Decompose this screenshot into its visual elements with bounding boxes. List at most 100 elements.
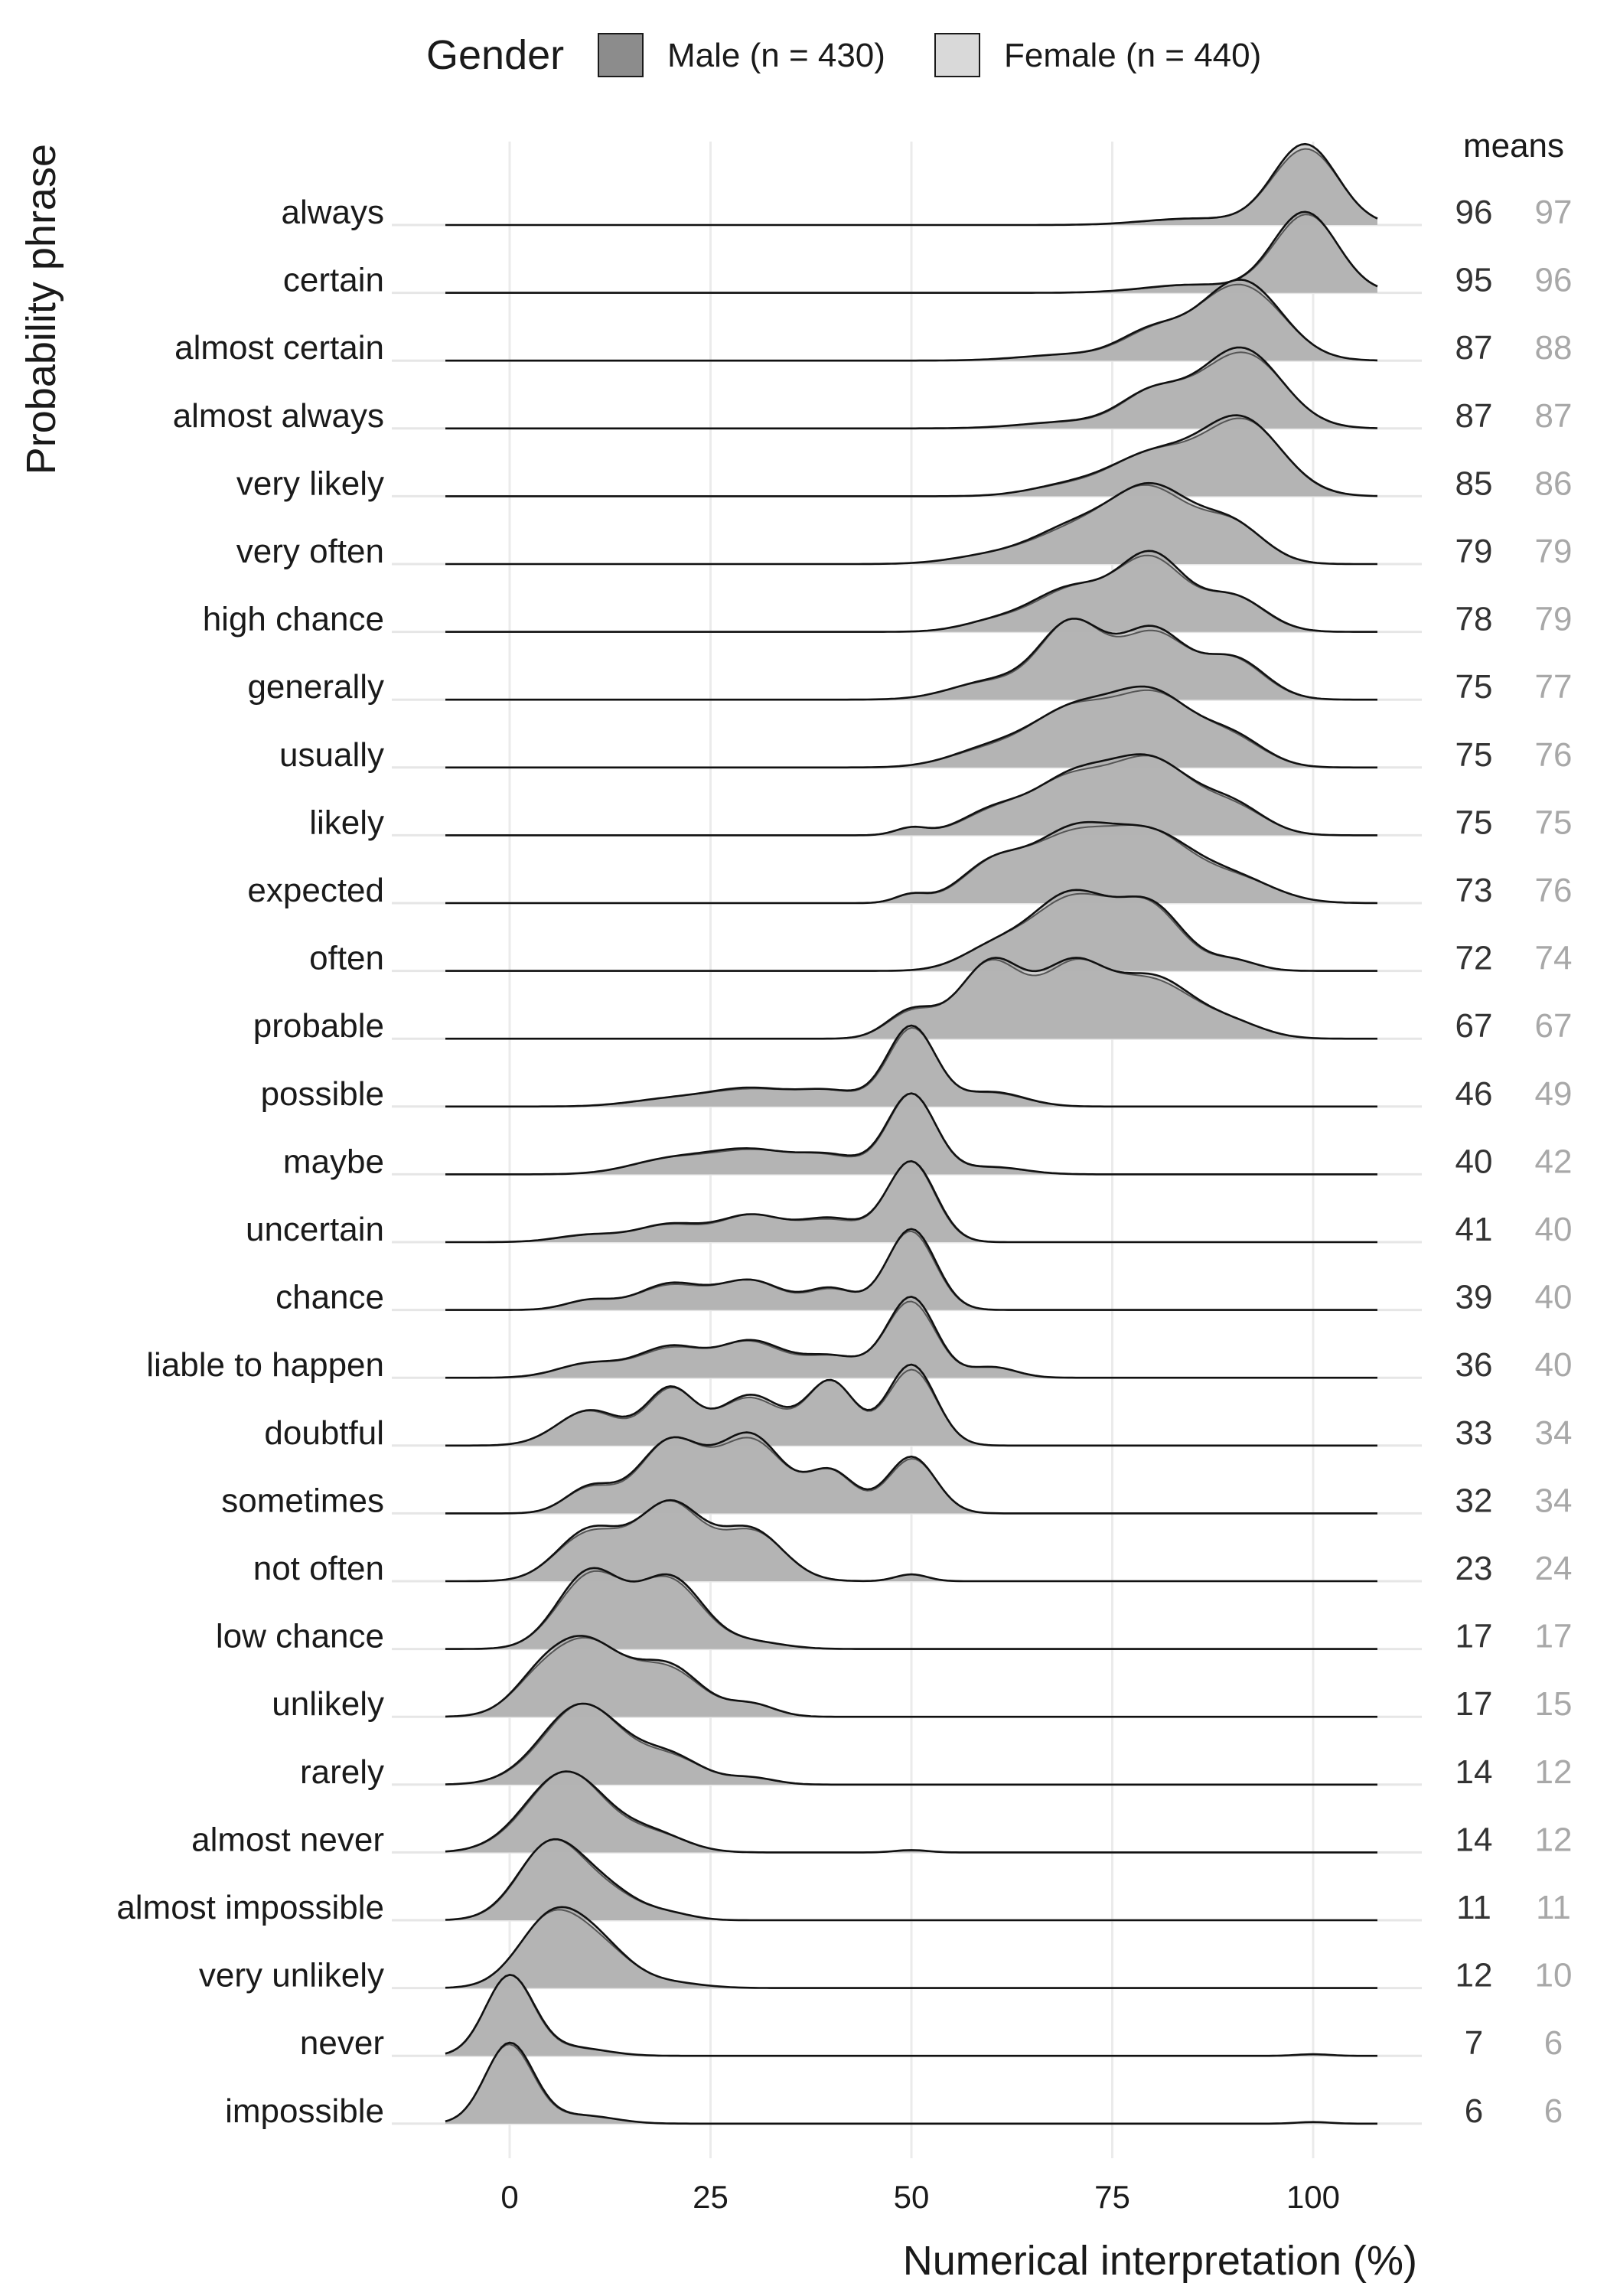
mean-male: 72 xyxy=(1455,940,1493,977)
mean-male: 11 xyxy=(1456,1889,1491,1926)
ridge-usually xyxy=(445,685,1377,769)
ridge-line-male xyxy=(445,1838,1377,1922)
phrase-label: usually xyxy=(279,736,384,774)
ridge-area-male xyxy=(445,1365,1377,1446)
ridge-line-male xyxy=(445,1092,1377,1176)
ridge-almost-impossible xyxy=(445,1838,1377,1922)
mean-male: 79 xyxy=(1455,533,1493,570)
ridge-always xyxy=(445,142,1378,227)
phrase-label: not often xyxy=(253,1550,384,1587)
mean-male: 75 xyxy=(1455,668,1493,706)
ridge-line-male xyxy=(445,1024,1377,1108)
mean-male: 36 xyxy=(1455,1346,1493,1384)
ridge-line-male xyxy=(445,481,1377,566)
x-tick-label: 50 xyxy=(894,2179,930,2215)
mean-female: 49 xyxy=(1535,1075,1573,1113)
mean-male: 40 xyxy=(1455,1143,1493,1180)
mean-male: 6 xyxy=(1465,2092,1483,2130)
x-tick-label: 0 xyxy=(500,2179,518,2215)
ridge-line-male xyxy=(445,1159,1377,1244)
mean-female: 12 xyxy=(1535,1753,1573,1791)
mean-male: 33 xyxy=(1455,1414,1493,1452)
ridge-line-male xyxy=(445,1499,1377,1583)
ridge-line-male xyxy=(445,1296,1377,1379)
mean-female: 79 xyxy=(1535,533,1573,570)
mean-female: 12 xyxy=(1535,1821,1573,1858)
mean-female: 76 xyxy=(1535,736,1573,774)
ridge-line-male xyxy=(445,414,1378,497)
ridge-unlikely xyxy=(445,1635,1377,1718)
mean-male: 7 xyxy=(1465,2024,1483,2062)
ridge-area-male xyxy=(445,1906,1377,1988)
phrase-label: impossible xyxy=(225,2092,384,2130)
mean-female: 79 xyxy=(1535,601,1573,638)
mean-female: 86 xyxy=(1535,465,1573,502)
mean-male: 73 xyxy=(1455,872,1493,909)
ridge-area-male xyxy=(445,1704,1377,1785)
ridge-line-male xyxy=(445,1363,1377,1447)
mean-male: 78 xyxy=(1455,601,1493,638)
ridge-area-male xyxy=(445,1093,1377,1175)
ridge-certain xyxy=(445,210,1378,294)
legend: Gender Male (n = 430) Female (n = 440) xyxy=(426,32,1261,78)
mean-male: 87 xyxy=(1455,397,1493,435)
y-axis-title: Probability phrase xyxy=(18,144,64,475)
mean-female: 87 xyxy=(1535,397,1573,435)
mean-male: 17 xyxy=(1455,1685,1493,1723)
ridge-area-male xyxy=(445,483,1377,564)
ridge-area-male xyxy=(445,1432,1377,1514)
ridge-area-male xyxy=(445,822,1377,903)
phrase-label: uncertain xyxy=(246,1211,384,1248)
ridge-line-male xyxy=(445,1431,1377,1515)
mean-male: 75 xyxy=(1455,804,1493,841)
ridge-line-male xyxy=(445,279,1378,362)
ridge-line-male xyxy=(445,1974,1377,2057)
ridge-area-male xyxy=(445,754,1377,836)
mean-male: 87 xyxy=(1455,329,1493,367)
ridge-expected xyxy=(445,820,1378,905)
ridge-almost-never xyxy=(445,1770,1377,1854)
legend-swatch-male xyxy=(598,33,644,77)
phrase-label: unlikely xyxy=(272,1685,384,1723)
mean-male: 75 xyxy=(1455,736,1493,774)
mean-male: 67 xyxy=(1455,1007,1493,1045)
mean-male: 12 xyxy=(1455,1957,1493,1994)
ridge-area-male xyxy=(445,1636,1377,1717)
ridge-area-male xyxy=(445,1771,1377,1853)
mean-female: 34 xyxy=(1535,1414,1573,1452)
mean-female: 74 xyxy=(1535,940,1573,977)
ridge-likely xyxy=(445,753,1377,837)
x-tick-label: 75 xyxy=(1094,2179,1130,2215)
ridge-line-male xyxy=(445,1702,1377,1786)
phrase-label: very unlikely xyxy=(199,1957,384,1994)
ridge-area-male xyxy=(445,1026,1377,1107)
ridge-line-male xyxy=(445,1567,1377,1650)
phrase-label: high chance xyxy=(203,601,384,638)
mean-female: 6 xyxy=(1544,2092,1563,2130)
phrase-label: almost always xyxy=(173,397,384,435)
ridge-area-male xyxy=(445,550,1377,632)
ridge-line-male xyxy=(445,889,1377,972)
ridge-line-male xyxy=(445,957,1377,1040)
ridge-area-male xyxy=(445,957,1377,1039)
ridge-line-male xyxy=(445,1906,1377,1989)
legend-title: Gender xyxy=(426,32,564,78)
ridge-not-often xyxy=(445,1499,1377,1583)
mean-female: 17 xyxy=(1535,1618,1573,1655)
means-header: means xyxy=(1463,127,1564,165)
legend-label-male: Male (n = 430) xyxy=(667,37,885,74)
ridge-area-male xyxy=(445,1975,1377,2056)
ridge-doubtful xyxy=(445,1363,1377,1447)
ridge-area-male xyxy=(445,889,1377,971)
phrase-label: never xyxy=(300,2024,384,2062)
density-ridges xyxy=(445,142,1378,2125)
phrase-label: doubtful xyxy=(264,1414,384,1452)
ridge-almost-always xyxy=(445,346,1378,430)
ridge-area-male xyxy=(445,1161,1377,1242)
mean-female: 11 xyxy=(1536,1889,1571,1926)
phrase-label: probable xyxy=(253,1007,384,1045)
ridge-line-male xyxy=(445,550,1377,633)
mean-female: 40 xyxy=(1535,1211,1573,1248)
ridge-line-male xyxy=(445,685,1377,769)
